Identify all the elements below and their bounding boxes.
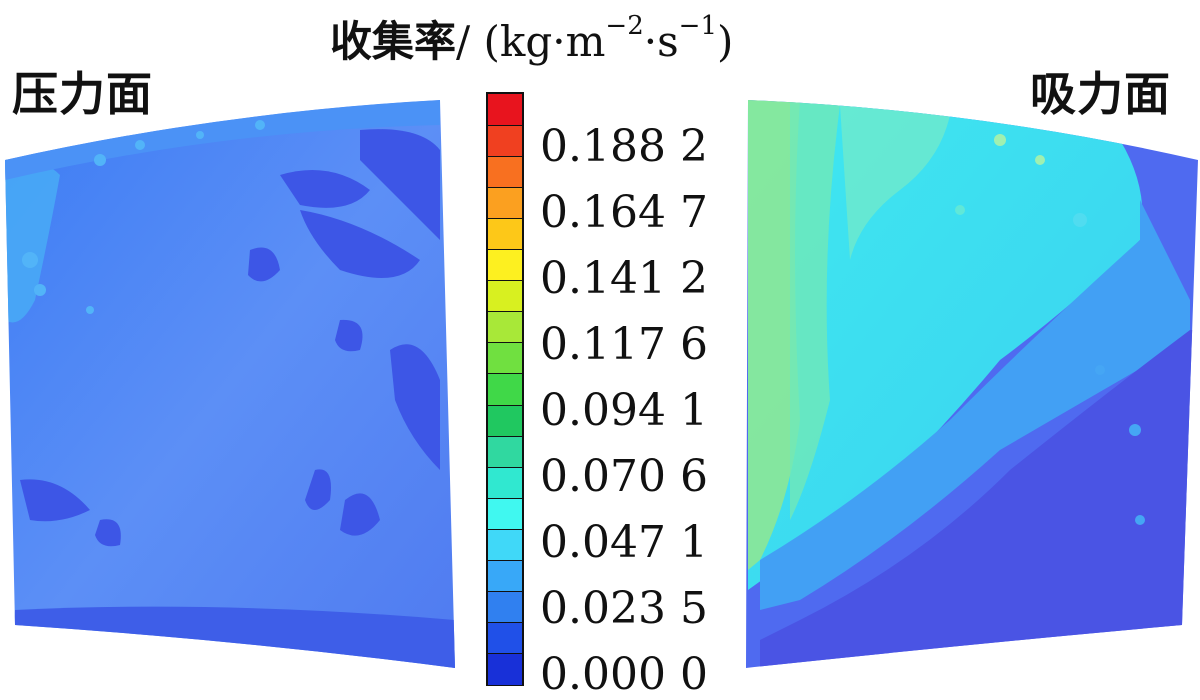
colorbar-segment xyxy=(488,187,522,220)
colorbar-segment xyxy=(488,404,522,437)
colorbar-segment xyxy=(488,528,522,561)
colorbar-segment xyxy=(488,156,522,189)
colorbar xyxy=(486,92,524,686)
colorbar-tick-label: 0.141 2 xyxy=(540,253,708,304)
colorbar-segment xyxy=(488,249,522,282)
pressure-side-surface xyxy=(5,100,455,668)
colorbar-tick-label: 0.117 6 xyxy=(540,319,708,370)
colorbar-tick-label: 0.000 0 xyxy=(540,649,708,700)
colorbar-title: 收集率/ (kg·m−2·s−1) xyxy=(330,8,733,69)
colorbar-tick-label: 0.188 2 xyxy=(540,121,708,172)
colorbar-segment xyxy=(488,280,522,313)
colorbar-segment xyxy=(488,94,522,127)
colorbar-unit: / (kg·m xyxy=(456,17,606,66)
pressure-side-label: 压力面 xyxy=(12,67,153,121)
colorbar-segment xyxy=(488,218,522,251)
colorbar-segment xyxy=(488,590,522,623)
unit-exponent-m: −2 xyxy=(605,11,644,41)
colorbar-tick-label: 0.094 1 xyxy=(540,385,708,436)
colorbar-tick-label: 0.070 6 xyxy=(540,451,708,502)
unit-exponent-s: −1 xyxy=(678,11,717,41)
colorbar-segment xyxy=(488,342,522,375)
suction-side-label: 吸力面 xyxy=(1030,67,1171,121)
colorbar-segment xyxy=(488,652,522,685)
unit-s: ·s xyxy=(643,17,679,66)
colorbar-segment xyxy=(488,559,522,592)
colorbar-segment xyxy=(488,311,522,344)
colorbar-tick-label: 0.023 5 xyxy=(540,583,708,634)
colorbar-segment xyxy=(488,621,522,654)
colorbar-segment xyxy=(488,435,522,468)
colorbar-tick-label: 0.164 7 xyxy=(540,187,708,238)
colorbar-tick-label: 0.047 1 xyxy=(540,517,708,568)
suction-side-surface xyxy=(746,100,1198,668)
colorbar-segment xyxy=(488,466,522,499)
colorbar-title-text: 收集率 xyxy=(330,17,457,66)
colorbar-segment xyxy=(488,497,522,530)
unit-close-paren: ) xyxy=(716,17,734,66)
colorbar-segment xyxy=(488,125,522,158)
colorbar-segment xyxy=(488,373,522,406)
